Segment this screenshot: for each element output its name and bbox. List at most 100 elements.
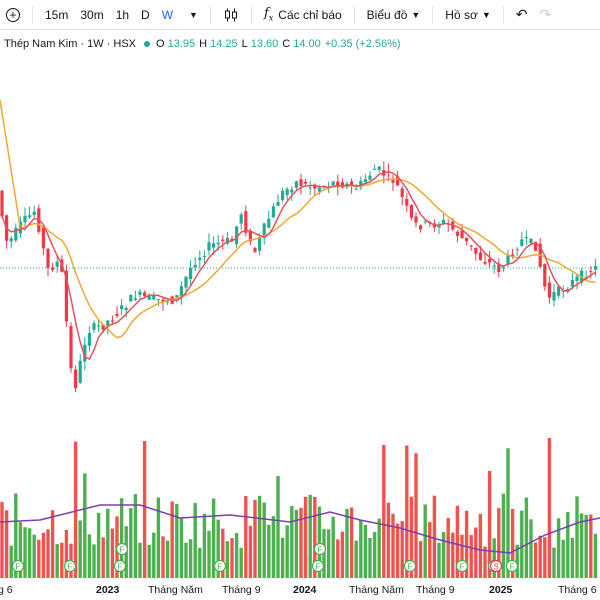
volume-bar — [478, 513, 483, 578]
candle-body — [244, 211, 248, 233]
event-marker[interactable]: F — [505, 559, 519, 573]
volume-bar — [184, 542, 188, 578]
candle-body — [92, 323, 96, 330]
candle-body — [239, 214, 243, 224]
event-marker-badge — [455, 559, 469, 573]
event-marker[interactable]: F — [11, 559, 25, 573]
candle-body — [492, 265, 496, 267]
candle-body — [373, 168, 377, 170]
redo-button[interactable]: ↷ — [534, 0, 558, 30]
candle-body — [354, 188, 358, 190]
interval-30m[interactable]: 30m — [74, 0, 109, 30]
volume-bar — [267, 524, 271, 578]
candle-body — [129, 294, 133, 302]
volume-bar — [92, 544, 96, 578]
candle-body — [248, 231, 252, 242]
interval-15m[interactable]: 15m — [39, 0, 74, 30]
chart-style-button[interactable] — [217, 0, 245, 30]
volume-bar — [64, 529, 69, 578]
add-symbol-button[interactable]: + — [0, 0, 26, 30]
volume-bar — [106, 508, 110, 578]
moving-average-fast — [1, 170, 596, 361]
interval-1h[interactable]: 1h — [110, 0, 135, 30]
candle-body — [501, 266, 505, 268]
change-value: +0.35 (+2.56%) — [324, 38, 401, 50]
event-marker[interactable]: F — [455, 559, 469, 573]
candle-body — [396, 176, 400, 186]
event-marker-label: F — [460, 562, 465, 571]
candle-body — [547, 282, 551, 298]
interval-d[interactable]: D — [135, 0, 156, 30]
volume-bar — [175, 503, 179, 578]
volume-bar — [423, 504, 427, 578]
event-marker-badge — [313, 542, 327, 556]
symbol-title[interactable]: Thép Nam Kim · 1W · HSX — [4, 38, 137, 50]
time-axis-label: 2025 — [489, 584, 513, 596]
candle-body — [14, 227, 18, 241]
volume-bar — [294, 509, 299, 578]
volume-bar — [386, 502, 391, 578]
event-marker[interactable]: F — [311, 559, 325, 573]
volume-bar — [253, 499, 257, 578]
volume-bar — [142, 441, 147, 578]
volume-bar — [483, 546, 487, 578]
volume-bar — [83, 473, 87, 578]
close-label: C — [282, 38, 291, 50]
volume-bar — [32, 534, 36, 578]
event-markers: FFFFFFFFFFSF — [11, 542, 519, 573]
toolbar-divider — [432, 5, 434, 24]
profile-button[interactable]: Hồ sơ ▼ — [439, 0, 496, 30]
volume-bar — [506, 448, 510, 578]
volume-bar — [547, 438, 552, 578]
chart-layout-button[interactable]: Biểu đồ ▼ — [361, 0, 427, 30]
candle-body — [419, 225, 423, 230]
event-marker[interactable]: F — [115, 542, 129, 556]
indicators-label: Các chỉ báo — [278, 7, 342, 22]
volume-bar — [556, 518, 561, 578]
undo-button[interactable]: ↶ — [510, 0, 534, 30]
volume-bar — [372, 531, 377, 578]
event-marker-badge — [63, 559, 77, 573]
candle-body — [465, 237, 469, 242]
candle-body — [405, 199, 409, 206]
candle-body — [212, 243, 216, 248]
candle-body — [290, 189, 294, 193]
candle-body — [368, 175, 372, 180]
event-marker[interactable]: S — [489, 559, 503, 573]
volume-bar — [303, 496, 308, 578]
interval-w[interactable]: W — [156, 0, 179, 30]
volume-bar — [487, 470, 492, 578]
volume-bar — [345, 509, 349, 578]
time-axis-label: Tháng 6 — [558, 584, 597, 596]
high-label: H — [199, 38, 208, 50]
event-marker-badge — [113, 559, 127, 573]
indicators-button[interactable]: fx Các chỉ báo — [258, 0, 348, 30]
candle-body — [363, 179, 367, 183]
volume-bar — [377, 518, 381, 578]
volume-bar — [543, 537, 547, 578]
event-marker[interactable]: F — [313, 542, 327, 556]
candle-body — [0, 190, 4, 217]
time-axis-label: Tháng Năm — [349, 584, 404, 596]
volume-bar — [46, 529, 50, 578]
volume-bar — [50, 510, 55, 578]
volume-bar — [73, 441, 78, 578]
event-marker[interactable]: F — [213, 559, 227, 573]
candle-body — [543, 264, 547, 287]
event-marker[interactable]: F — [63, 559, 77, 573]
interval-dropdown-button[interactable]: ▼ — [179, 0, 204, 30]
candle-body — [193, 264, 197, 268]
volume-bar — [165, 540, 170, 578]
profile-label: Hồ sơ — [445, 7, 478, 22]
candle-body — [262, 223, 266, 239]
event-marker[interactable]: F — [403, 559, 417, 573]
candle-body — [294, 181, 298, 188]
candle-body — [359, 180, 363, 188]
volume-bar — [244, 496, 248, 578]
volume-bar — [225, 541, 230, 578]
candle-body — [377, 166, 381, 170]
candle-body — [138, 291, 142, 295]
candle-body — [350, 181, 354, 185]
event-marker[interactable]: F — [113, 559, 127, 573]
